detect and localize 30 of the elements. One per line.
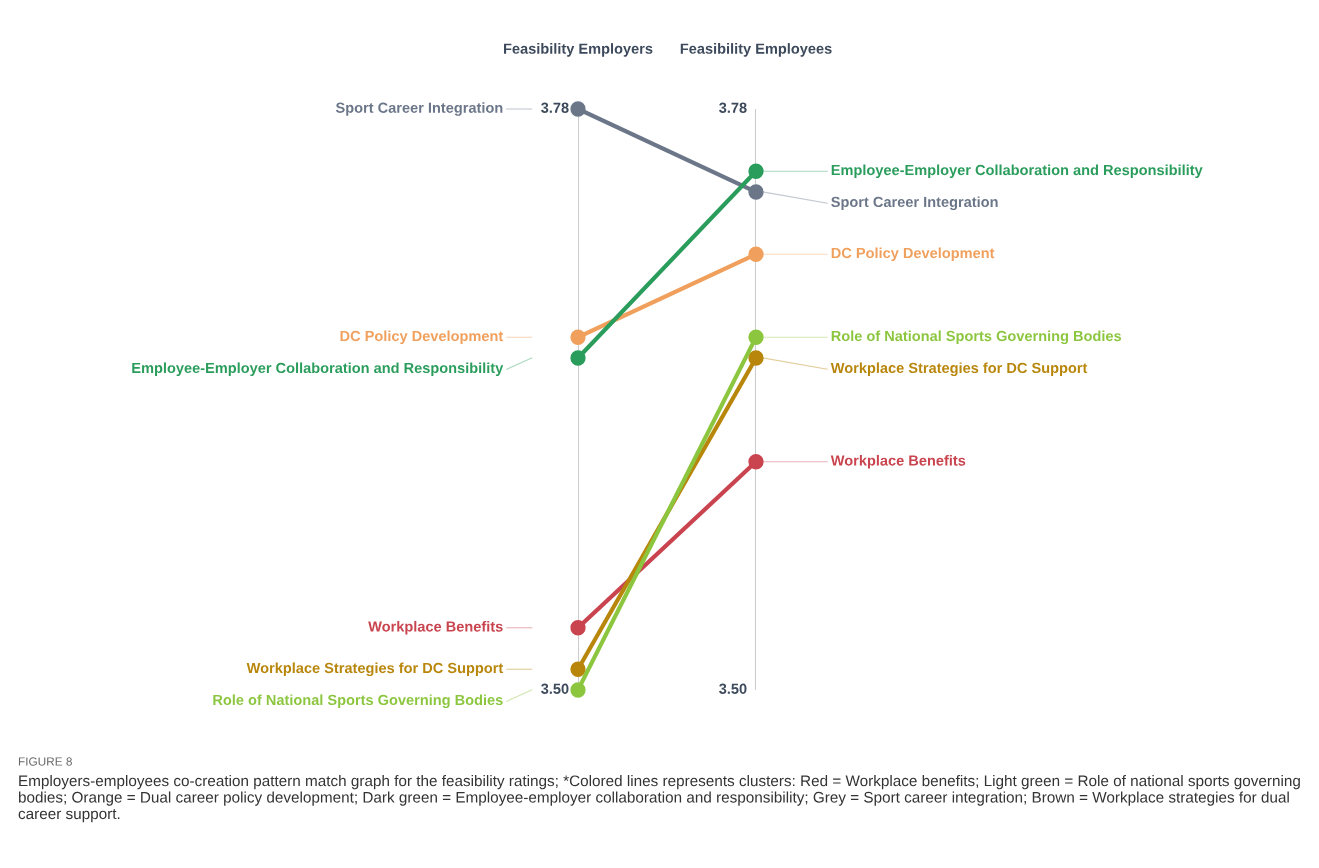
point <box>748 350 764 366</box>
point <box>748 184 764 200</box>
point <box>570 661 586 677</box>
legend-label: Workplace Strategies for DC Support <box>830 362 1088 377</box>
text: 3.78 <box>719 102 747 113</box>
point <box>748 329 764 345</box>
legend-label: Employee-Employer Collaboration and Responsibility <box>831 164 1203 179</box>
point <box>570 329 586 345</box>
point <box>570 350 586 366</box>
text: Workplace Benefits <box>368 620 503 635</box>
legend-label: Sport Career Integration <box>831 196 998 211</box>
text: Employers-employees co-creation pattern match graph for the feasibility ratings; *Colored lines represents clusters: Red = Workplace benefits; Light green = Role of national sports governing bodies; Orange = Dual career policy development; Dark green = Employee-employer collaboration and responsibility; Grey = Sport career integration; Brown = Workplace strategies for dual career support. <box>18 775 1300 823</box>
point <box>748 246 764 262</box>
text: Employee-Employer Collaboration and Responsibility <box>132 362 504 376</box>
text: DC Policy Development <box>340 330 504 345</box>
text: 3.50 <box>719 683 747 694</box>
text: Role of National Sports Governing Bodies <box>213 694 503 709</box>
legend-label: Workplace Benefits <box>830 454 966 469</box>
point <box>570 682 586 698</box>
text: Workplace Strategies for DC Support <box>246 662 504 677</box>
x-tick-label: Feasibility Employers <box>504 43 653 57</box>
point <box>748 454 764 470</box>
point <box>570 620 586 636</box>
legend-label: DC Policy Development <box>831 247 995 262</box>
x-tick-label: Feasibility Employees <box>680 43 832 57</box>
point <box>570 101 586 117</box>
caption: FIGURE 8 <box>18 757 72 766</box>
point <box>748 163 764 179</box>
legend-label: Role of National Sports Governing Bodies <box>831 330 1122 345</box>
text: Sport Career Integration <box>335 102 503 116</box>
